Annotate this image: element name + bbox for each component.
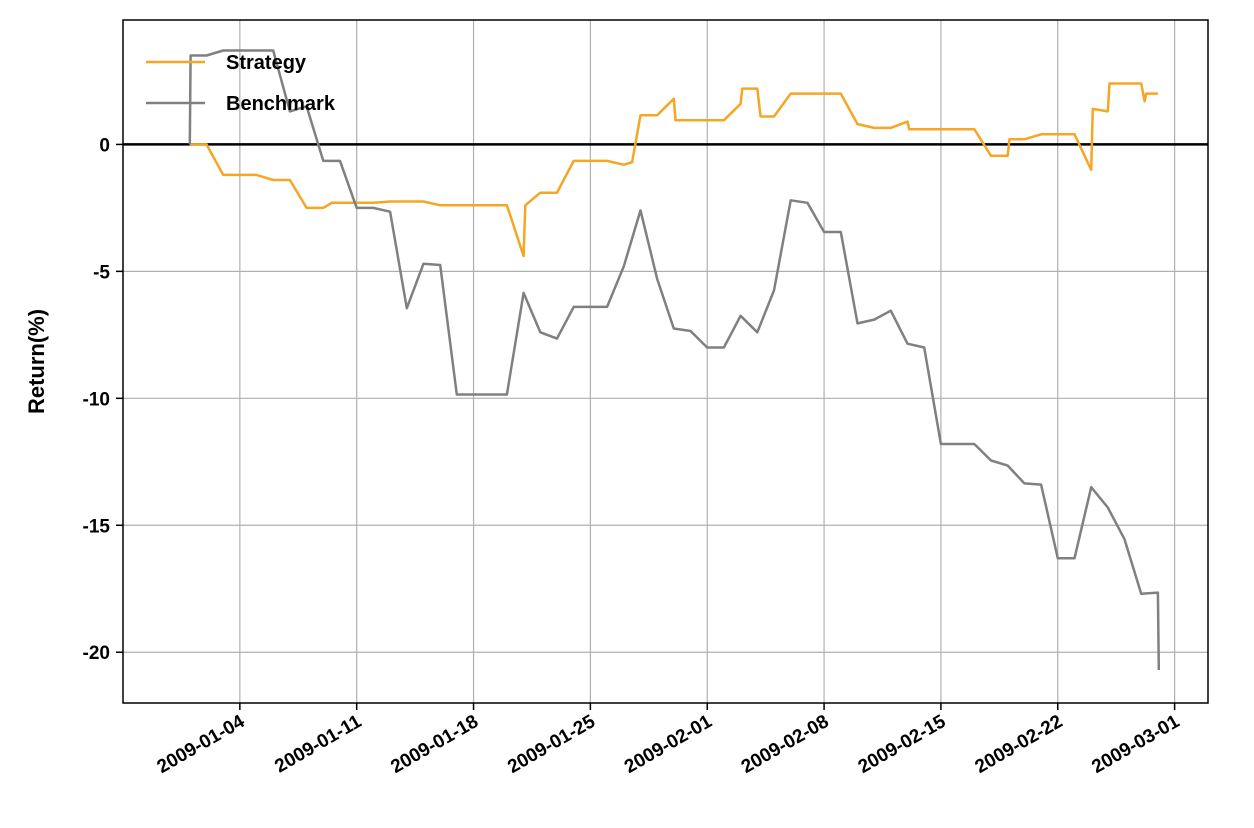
x-tick-label: 2009-02-15 [855, 711, 950, 778]
y-axis-ticks: 0 -5 -10 -15 -20 [83, 135, 123, 664]
legend: Strategy Benchmark [146, 52, 336, 115]
x-tick-label: 2009-01-25 [504, 711, 599, 778]
y-tick-label: -20 [83, 643, 110, 664]
y-tick-label: -15 [83, 516, 111, 537]
x-tick-label: 2009-02-22 [972, 711, 1067, 778]
x-tick-label: 2009-02-08 [738, 711, 833, 778]
grid [123, 20, 1208, 703]
series-strategy [189, 82, 1158, 258]
legend-item-strategy: Strategy [146, 52, 307, 74]
plot-frame [122, 19, 1209, 704]
y-tick-label: -5 [93, 262, 110, 283]
x-tick-label: 2009-01-04 [154, 711, 249, 778]
legend-item-benchmark: Benchmark [146, 93, 336, 115]
x-tick-label: 2009-01-11 [271, 711, 365, 777]
series-line-benchmark [188, 49, 1161, 671]
series-layer [188, 49, 1161, 671]
x-tick-label: 2009-01-18 [387, 711, 482, 778]
x-tick-label: 2009-02-01 [621, 711, 716, 778]
y-tick-label: 0 [99, 135, 110, 156]
x-tick-label: 2009-03-01 [1088, 711, 1183, 778]
y-axis-title: Return(%) [24, 309, 49, 414]
x-axis-ticks: 2009-01-04 2009-01-11 2009-01-18 2009-01-25… [154, 703, 1183, 778]
y-tick-label: -10 [83, 389, 110, 410]
series-line-strategy [189, 82, 1158, 258]
series-benchmark [188, 49, 1161, 671]
legend-label: Strategy [226, 52, 307, 74]
legend-label: Benchmark [226, 93, 336, 115]
